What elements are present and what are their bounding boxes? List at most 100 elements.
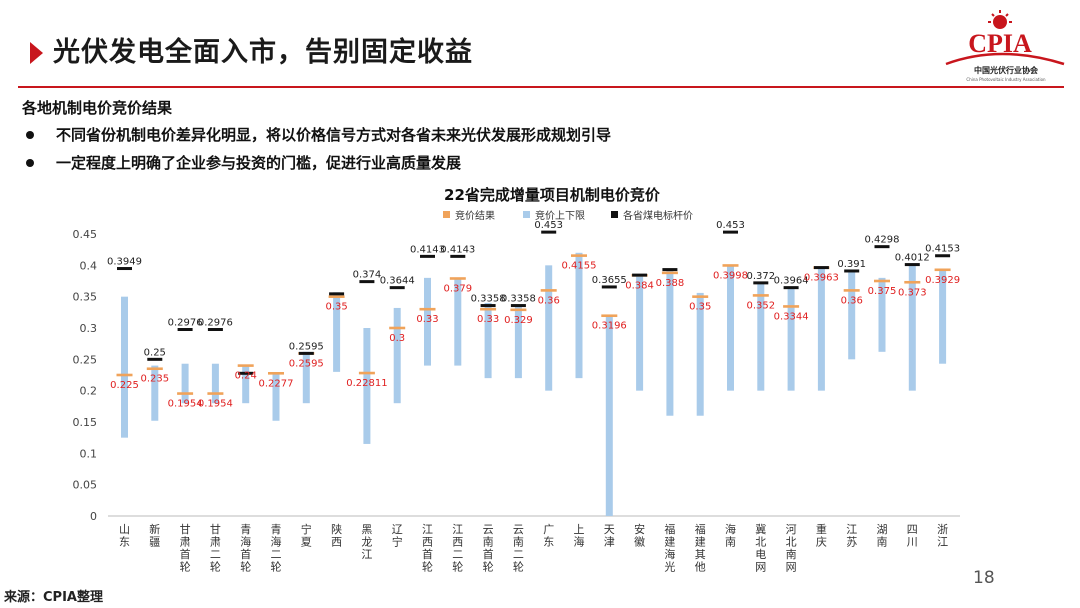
x-tick-label: 甘肃二轮 (210, 523, 221, 574)
result-label: 0.3998 (713, 270, 748, 281)
range-bar (605, 315, 613, 516)
range-bar (484, 302, 492, 379)
x-tick-label: 浙江 (937, 523, 948, 549)
coal-price-label: 0.4012 (895, 253, 930, 264)
range-bar (636, 274, 644, 391)
coal-price-marker (147, 357, 163, 361)
y-tick-label: 0 (90, 510, 97, 523)
coal-price-label: 0.4143 (440, 244, 475, 255)
result-label: 0.36 (841, 295, 863, 306)
coal-price-label: 0.372 (746, 271, 775, 282)
result-marker (722, 264, 739, 267)
coal-price-marker (389, 286, 405, 290)
x-tick-label: 河北南网 (786, 523, 797, 574)
coal-price-marker (662, 268, 678, 272)
result-marker (571, 254, 587, 257)
coal-price-label: 0.3358 (471, 294, 506, 305)
x-tick-label: 湖南 (877, 523, 888, 549)
result-label: 0.3929 (925, 275, 960, 286)
result-label: 0.384 (625, 280, 654, 291)
x-tick-label: 辽宁 (392, 523, 403, 549)
coal-price-label: 0.4153 (925, 244, 960, 255)
coal-price-label: 0.2976 (198, 318, 233, 329)
coal-price-label: 0.3644 (380, 276, 415, 287)
x-tick-label: 云南首轮 (483, 523, 494, 574)
coal-price-marker (874, 245, 890, 249)
logo-subtitle-en: China Photovoltaic Industry Association (966, 77, 1046, 82)
result-marker (540, 289, 557, 292)
y-tick-label: 0.15 (73, 416, 98, 429)
range-bar (848, 271, 856, 360)
result-marker (328, 295, 345, 298)
bullet-text: 一定程度上明确了企业参与投资的门槛，促进行业高质量发展 (56, 154, 462, 172)
range-bar (757, 284, 765, 391)
range-bar (393, 307, 401, 404)
legend-label: 各省煤电标杆价 (623, 209, 693, 222)
x-tick-label: 宁夏 (301, 522, 312, 549)
result-label: 0.352 (746, 300, 775, 311)
y-tick-label: 0.05 (73, 479, 98, 492)
coal-price-label: 0.3949 (107, 257, 142, 268)
x-tick-label: 广东 (543, 523, 554, 549)
result-label: 0.388 (656, 278, 685, 289)
x-tick-label: 云南二轮 (513, 523, 524, 574)
coal-price-label: 0.391 (837, 259, 866, 270)
range-bar (272, 373, 280, 421)
x-tick-label: 江西首轮 (422, 523, 433, 574)
coal-price-label: 0.453 (534, 220, 563, 231)
coal-price-label: 0.25 (144, 347, 166, 358)
result-marker (904, 280, 921, 284)
result-marker (661, 271, 678, 275)
range-bar (696, 292, 704, 416)
result-label: 0.1954 (168, 399, 203, 410)
result-label: 0.329 (504, 315, 533, 326)
result-label: 0.2595 (289, 358, 324, 369)
result-label: 0.3963 (804, 273, 839, 284)
x-tick-label: 黑龙江 (361, 523, 372, 561)
coal-price-label: 0.3655 (592, 275, 627, 286)
result-marker (510, 308, 527, 312)
range-bar (211, 363, 219, 404)
chart-title: 22省完成增量项目机制电价竞价 (444, 186, 661, 204)
legend-label: 竞价上下限 (535, 209, 585, 222)
coal-price-label: 0.3964 (774, 276, 809, 287)
legend-swatch (523, 211, 530, 218)
range-bar (242, 365, 250, 404)
range-bar (424, 277, 431, 366)
range-bar (545, 265, 553, 391)
range-bar (333, 292, 341, 372)
y-tick-label: 0.35 (73, 291, 98, 304)
range-bar (727, 265, 734, 391)
x-tick-label: 冀北电网 (755, 522, 766, 574)
legend-swatch (611, 211, 618, 218)
coal-price-marker (632, 273, 648, 277)
coal-price-label: 0.453 (716, 220, 745, 231)
y-tick-label: 0.25 (73, 353, 98, 366)
x-tick-label: 四川 (907, 523, 918, 549)
bullet-item: 一定程度上明确了企业参与投资的门槛，促进行业高质量发展 (22, 152, 461, 173)
cpia-logo: CPIA 中国光伏行业协会 China Photovoltaic Industr… (945, 10, 1065, 82)
legend-swatch (443, 211, 450, 218)
result-label: 0.35 (325, 302, 347, 313)
result-marker (268, 372, 284, 375)
x-tick-label: 青海二轮 (271, 523, 282, 574)
title-arrow-icon (30, 42, 43, 64)
result-label: 0.36 (538, 295, 560, 306)
title-divider (18, 86, 1064, 88)
page-title: 光伏发电全面入市，告别固定收益 (53, 37, 473, 68)
coal-price-label: 0.2595 (289, 341, 324, 352)
range-bar (878, 277, 886, 352)
result-label: 0.22811 (346, 378, 387, 389)
result-marker (843, 289, 860, 292)
coal-price-marker (298, 351, 314, 355)
coal-price-marker (904, 263, 920, 267)
result-label: 0.33 (416, 314, 438, 325)
range-bar (817, 268, 825, 391)
y-tick-label: 0.3 (80, 322, 98, 335)
x-tick-label: 重庆 (816, 522, 827, 549)
coal-price-label: 0.4298 (865, 235, 900, 246)
result-marker (874, 279, 890, 283)
y-tick-label: 0.2 (80, 385, 98, 398)
coal-price-marker (753, 281, 769, 285)
coal-price-marker (813, 266, 829, 270)
